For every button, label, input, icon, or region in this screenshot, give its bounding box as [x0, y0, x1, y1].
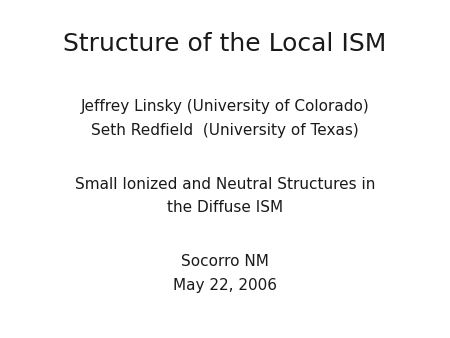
Text: the Diffuse ISM: the Diffuse ISM — [167, 200, 283, 215]
Text: May 22, 2006: May 22, 2006 — [173, 278, 277, 293]
Text: Socorro NM: Socorro NM — [181, 255, 269, 269]
Text: Structure of the Local ISM: Structure of the Local ISM — [63, 32, 387, 56]
Text: Jeffrey Linsky (University of Colorado): Jeffrey Linsky (University of Colorado) — [81, 99, 369, 114]
Text: Seth Redfield  (University of Texas): Seth Redfield (University of Texas) — [91, 123, 359, 138]
Text: Small Ionized and Neutral Structures in: Small Ionized and Neutral Structures in — [75, 177, 375, 192]
